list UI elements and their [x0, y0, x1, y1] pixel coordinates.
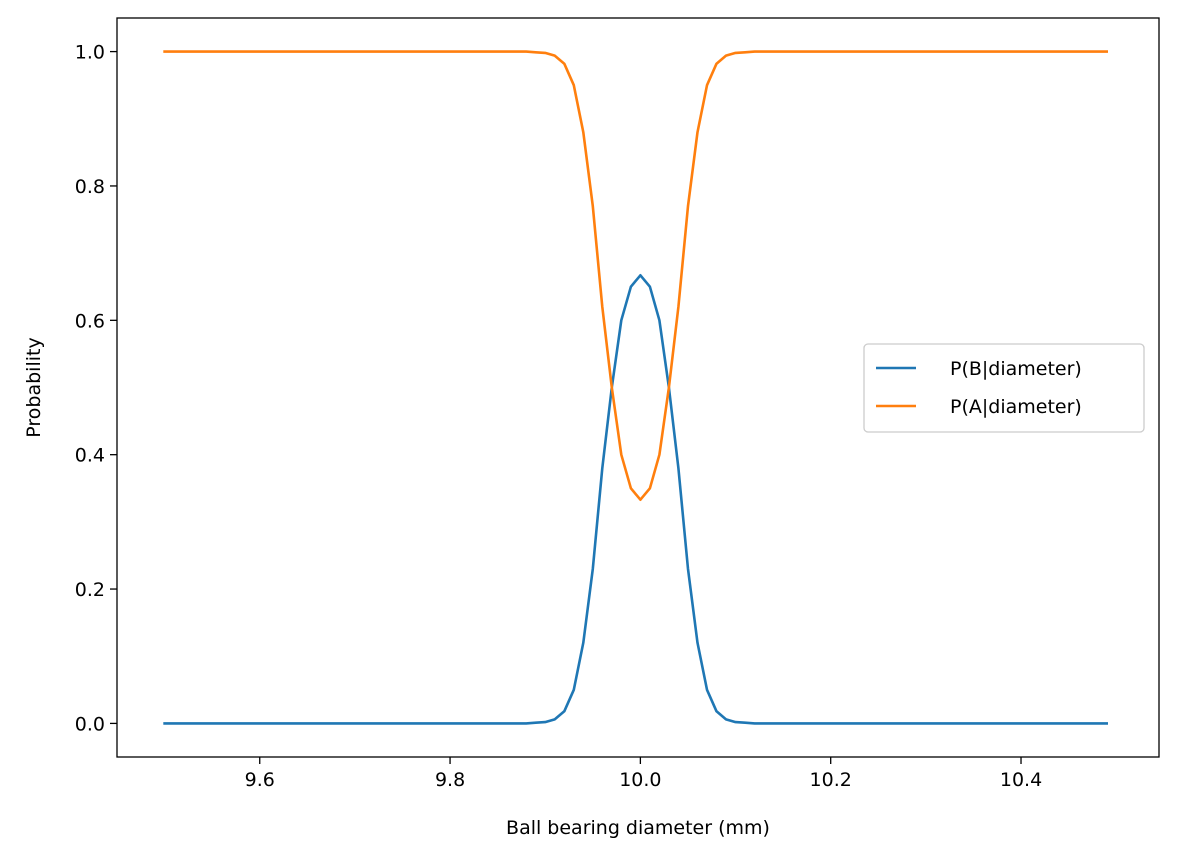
legend-entry: P(B|diameter): [950, 358, 1082, 380]
x-tick-label: 9.6: [245, 769, 275, 791]
x-tick-label: 10.4: [1000, 769, 1042, 791]
y-tick-label: 0.4: [75, 445, 105, 467]
series-line-p-b: [163, 273, 1108, 725]
y-tick-label: 1.0: [75, 42, 105, 64]
y-tick-label: 0.0: [75, 713, 105, 735]
y-axis-label: Probability: [23, 337, 45, 437]
x-axis-label: Ball bearing diameter (mm): [506, 817, 770, 839]
plot-area: [163, 50, 1108, 725]
plot-frame: [116, 17, 1160, 758]
legend-box: [863, 343, 1145, 433]
y-tick-label: 0.2: [75, 579, 105, 601]
x-tick-label: 10.2: [810, 769, 852, 791]
y-tick-label: 0.6: [75, 310, 105, 332]
legend-entry: P(A|diameter): [950, 396, 1082, 418]
series-line-p-a: [163, 50, 1108, 502]
y-tick-label: 0.8: [75, 176, 105, 198]
axis-ticks: 9.6 9.8 10.0 10.2 10.4 0.0 0.2 0.4 0.6 0.8 1.0: [75, 42, 1042, 791]
x-tick-label: 9.8: [435, 769, 465, 791]
legend: P(B|diameter) P(A|diameter): [863, 343, 1145, 433]
x-tick-label: 10.0: [619, 769, 661, 791]
